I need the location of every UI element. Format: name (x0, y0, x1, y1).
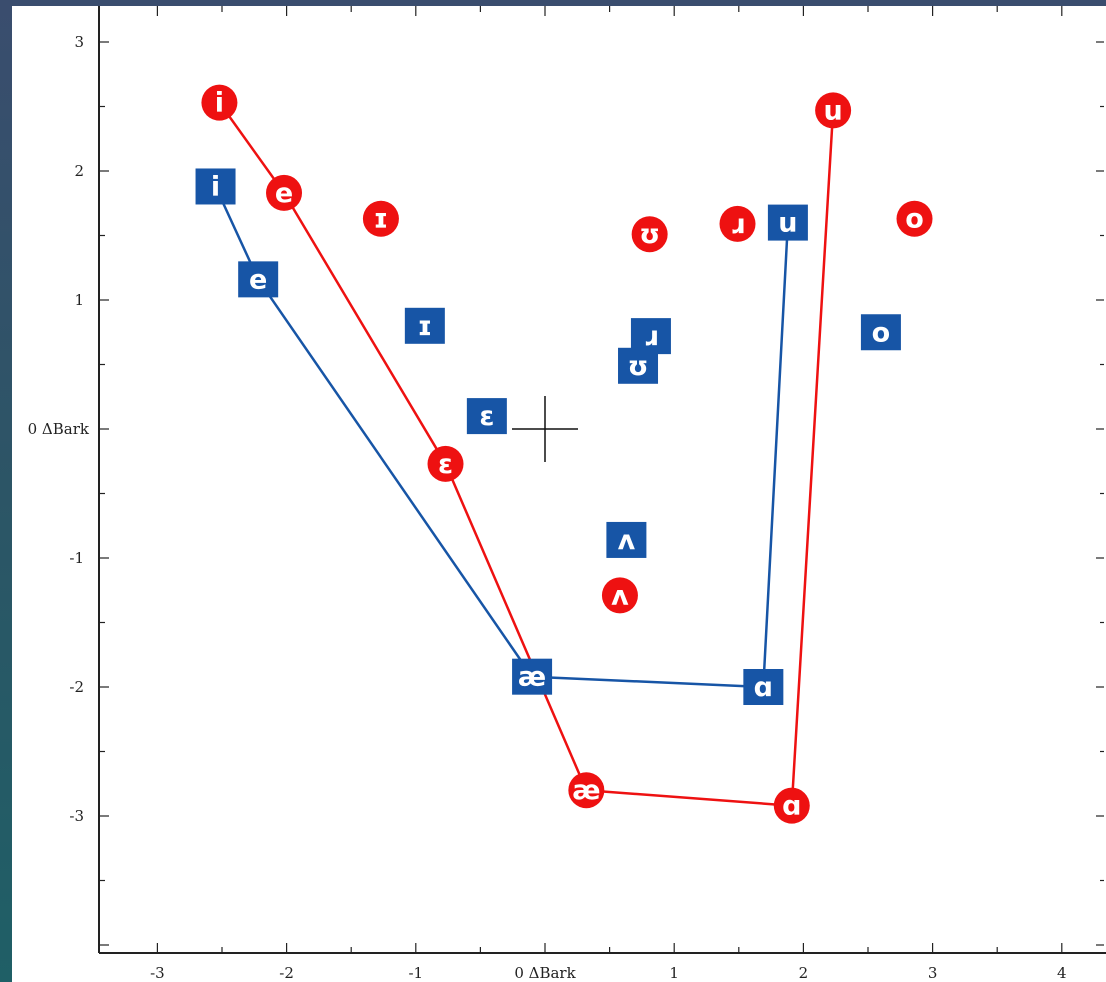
x-tick-label: 2 (799, 964, 809, 982)
red-vowel-marker: o (896, 200, 933, 237)
red-vowel-label: æ (572, 775, 600, 806)
red-vowel-label: ʌ (611, 580, 629, 611)
y-tick-label: 3 (74, 33, 84, 51)
blue-square-marker (743, 669, 784, 705)
blue-vowel-marker: ɑ (743, 669, 784, 705)
red-vowel-label: e (275, 178, 293, 209)
red-vowel-label: ɹ (730, 209, 745, 240)
red-vowel-marker: ʌ (601, 577, 638, 614)
blue-series-polygon (214, 185, 790, 689)
red-vowel-marker: æ (568, 772, 605, 809)
blue-vowel-label: i (211, 171, 220, 202)
x-tick-label: 1 (669, 964, 679, 982)
red-circle-marker (896, 200, 933, 237)
blue-vowel-marker: ʊ (618, 347, 659, 384)
y-tick-label: -3 (69, 807, 84, 825)
x-tick-label: -3 (150, 964, 165, 982)
blue-square-marker (195, 168, 236, 205)
blue-vowel-marker: ɪ (404, 307, 445, 344)
blue-vowel-label: ʌ (618, 525, 636, 556)
x-tick-label: 4 (1057, 964, 1067, 982)
blue-square-marker (767, 204, 808, 241)
red-vowel-label: o (905, 204, 924, 235)
red-vowel-label: ɑ (782, 791, 801, 822)
red-circle-marker (601, 577, 638, 614)
blue-square-marker (860, 314, 901, 351)
red-vowel-marker: i (201, 84, 238, 121)
blue-vowel-label: u (778, 208, 797, 239)
red-vowel-label: i (215, 88, 224, 119)
axes: -3 -2 -1 0 ΔBark 1 2 3 4 3 2 1 0 ΔBark -1 -2 -3 (28, 6, 1106, 982)
blue-square-marker (238, 261, 279, 298)
blue-square-marker (512, 658, 553, 695)
blue-vowel-marker: u (767, 204, 808, 241)
blue-vowel-marker: o (860, 314, 901, 351)
red-vowel-marker: e (266, 174, 303, 211)
y-tick-label: -2 (69, 678, 84, 696)
red-circle-marker (362, 200, 399, 237)
red-vowel-marker: u (815, 92, 852, 129)
red-vowel-label: ɪ (374, 204, 389, 235)
red-circle-marker (815, 92, 852, 129)
y-tick-label: 1 (74, 291, 84, 309)
blue-square-marker (404, 307, 445, 344)
blue-vowel-label: e (249, 264, 267, 295)
red-circle-marker (201, 84, 238, 121)
blue-vowel-label: æ (518, 662, 546, 693)
blue-vowel-label: ɪ (417, 311, 432, 342)
x-tick-label: -2 (279, 964, 294, 982)
red-vowel-marker: ɑ (773, 787, 810, 824)
red-vowel-label: u (823, 95, 842, 126)
red-circle-marker (631, 216, 668, 253)
blue-vowel-label: o (872, 317, 891, 348)
red-circle-marker (719, 205, 756, 242)
blue-vowel-marker: æ (512, 658, 553, 695)
red-circle-marker (266, 174, 303, 211)
red-vowel-marker: ɹ (719, 205, 756, 242)
red-vowel-label: ʊ (639, 219, 660, 250)
blue-vowel-label: ɛ (479, 401, 494, 432)
red-circle-marker (773, 787, 810, 824)
blue-vowel-label: ʊ (628, 351, 649, 382)
blue-vowel-marker: i (195, 168, 236, 205)
y-tick-label: 0 ΔBark (28, 420, 90, 438)
red-series-polygon (218, 101, 835, 807)
blue-vowel-label: ɑ (754, 672, 773, 703)
x-tick-label: 3 (928, 964, 938, 982)
blue-square-marker (466, 398, 507, 435)
y-tick-label: 2 (74, 162, 84, 180)
red-circle-marker (568, 772, 605, 809)
red-circle-marker (427, 445, 464, 482)
y-tick-label: -1 (69, 549, 84, 567)
x-tick-label: 0 ΔBark (514, 964, 576, 982)
origin-cross (512, 396, 578, 462)
x-tick-label: -1 (408, 964, 423, 982)
blue-square-marker (618, 347, 659, 384)
blue-vowel-marker: ɛ (466, 398, 507, 435)
red-vowel-marker: ʊ (631, 216, 668, 253)
blue-square-marker (606, 521, 647, 558)
red-vowel-marker: ɛ (427, 445, 464, 482)
red-vowel-marker: ɪ (362, 200, 399, 237)
plot-panel (12, 6, 1106, 982)
blue-vowel-label: ɹ (644, 321, 659, 352)
blue-vowel-marker: ʌ (606, 521, 647, 558)
red-vowel-label: ɛ (438, 449, 453, 480)
blue-vowel-marker: e (238, 261, 279, 298)
